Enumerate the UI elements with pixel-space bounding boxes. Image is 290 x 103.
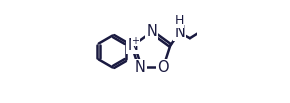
Text: N: N: [135, 60, 146, 75]
Text: H: H: [174, 14, 184, 27]
Text: N: N: [174, 25, 185, 40]
Text: O: O: [157, 60, 169, 75]
Text: N: N: [128, 38, 139, 53]
Text: N: N: [146, 24, 157, 39]
Text: +: +: [131, 36, 139, 46]
